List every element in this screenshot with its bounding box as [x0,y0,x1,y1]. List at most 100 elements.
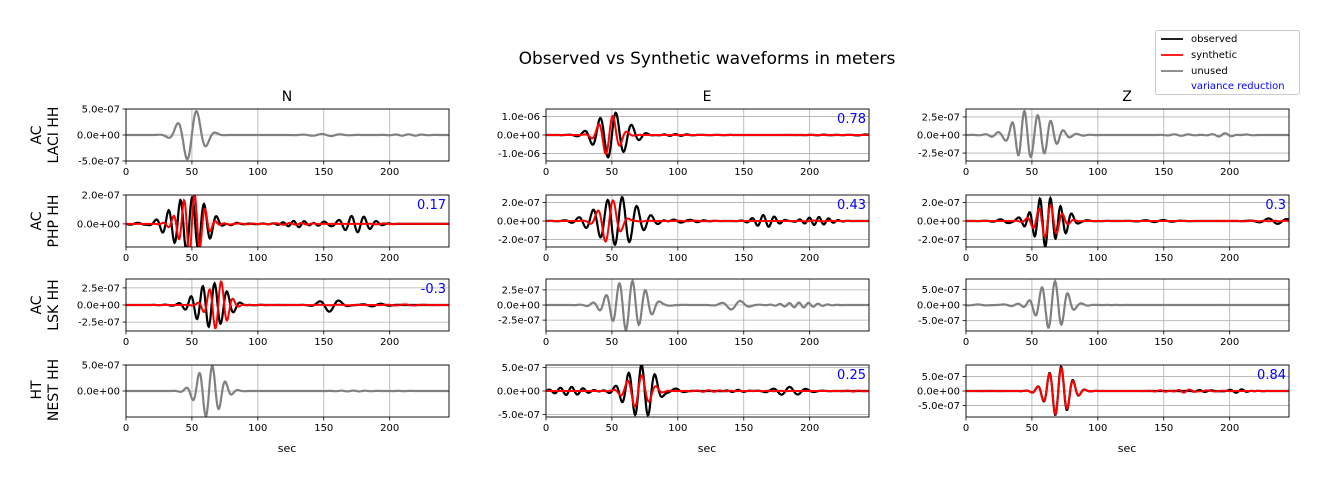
y-tick-label: 2.0e-07 [502,198,540,209]
unused-trace [546,279,869,331]
x-tick-label: 150 [1154,423,1173,434]
legend-label-observed: observed [1191,34,1237,45]
x-tick-label: 150 [314,423,333,434]
x-tick-label: 100 [668,167,687,178]
x-tick-label: 0 [123,337,129,348]
unused-trace [126,110,449,161]
row-label-station-0: LACI HH [46,107,62,164]
y-tick-label: 5.0e-07 [82,361,120,372]
x-tick-label: 100 [248,167,267,178]
x-axis-label-z: sec [1118,442,1137,455]
synthetic-trace [966,204,1289,238]
variance-reduction-label: 0.84 [1257,368,1286,383]
y-tick-label: -5.0e-07 [918,316,960,327]
x-tick-label: 200 [800,167,819,178]
y-tick-label: 0.0e+00 [497,217,540,228]
synthetic-trace [966,367,1289,415]
y-tick-label: 5.0e-07 [922,372,960,383]
x-tick-label: 50 [606,253,619,264]
row-label-station-1: PHP HH [46,195,62,248]
row-label-network-3: HT [29,380,45,400]
x-tick-label: 150 [734,423,753,434]
traces [966,279,1289,329]
column-title-e: E [703,89,712,105]
x-tick-label: 50 [186,337,199,348]
traces [126,280,449,330]
x-tick-label: 50 [606,167,619,178]
x-tick-label: 50 [606,337,619,348]
variance-reduction-label: 0.43 [837,198,866,213]
traces [546,365,869,417]
x-tick-label: 50 [186,253,199,264]
x-tick-label: 0 [543,167,549,178]
panels: 5.0e-070.0e+00-5.0e-070 50 100 150 2001.0e-0… [77,105,1290,434]
variance-reduction-label: 0.3 [1265,198,1286,213]
x-tick-label: 50 [606,423,619,434]
x-tick-label: 50 [1026,253,1039,264]
legend-label-synthetic: synthetic [1191,50,1237,61]
y-tick-label: 1.0e-06 [502,112,540,123]
x-tick-label: 100 [1088,337,1107,348]
legend-label-variance-reduction: variance reduction [1191,81,1285,92]
x-tick-label: 200 [800,337,819,348]
traces [546,195,869,247]
y-tick-label: -2.5e-07 [78,318,120,329]
y-tick-label: -5.0e-07 [78,157,120,168]
x-tick-label: 100 [668,423,687,434]
x-tick-label: 200 [380,337,399,348]
y-tick-label: 0.0e+00 [497,387,540,398]
x-tick-label: 50 [1026,423,1039,434]
panel-0-1: 1.0e-06 0.0e+00 -1.0e-060 50 100 150 200 0.78 [497,108,870,178]
x-tick-label: 200 [1220,167,1239,178]
y-tick-label: 0.0e+00 [917,387,960,398]
panel-3-2: 5.0e-07 0.0e+00 -5.0e-070 50 100 150 200 0.84 [917,364,1290,434]
traces [966,109,1289,159]
y-tick-label: -1.0e-06 [498,149,540,160]
panel-1-1: 2.0e-07 0.0e+00 -2.0e-070 50 100 150 200 0.43 [497,194,870,264]
x-tick-label: 100 [1088,423,1107,434]
x-tick-label: 50 [186,167,199,178]
x-tick-label: 200 [1220,337,1239,348]
x-tick-label: 100 [1088,167,1107,178]
y-tick-label: 0.0e+00 [497,301,540,312]
y-tick-label: 5.0e-07 [922,285,960,296]
traces [126,195,449,247]
synthetic-trace [546,374,869,408]
x-tick-label: 0 [543,337,549,348]
y-tick-label: 0.0e+00 [917,301,960,312]
y-tick-label: 0.0e+00 [77,387,120,398]
x-tick-label: 150 [314,337,333,348]
x-axis-labels: sec sec sec [278,442,1137,455]
x-tick-label: 50 [186,423,199,434]
panel-2-2: 5.0e-07 0.0e+00 -5.0e-070 50 100 150 200 [917,278,1290,348]
row-labels: AC LACI HH AC PHP HH AC LSK HH HT NEST H… [29,107,62,422]
y-tick-label: 0.0e+00 [77,301,120,312]
y-tick-label: 5.0e-07 [82,105,120,116]
y-tick-label: -5.0e-07 [918,401,960,412]
traces [966,195,1289,247]
x-tick-label: 100 [668,253,687,264]
synthetic-trace [126,195,449,247]
y-tick-label: 2.5e-07 [502,285,540,296]
x-tick-label: 200 [1220,423,1239,434]
y-tick-label: 0.0e+00 [77,219,120,230]
synthetic-trace [546,199,869,243]
y-tick-label: 0.0e+00 [497,131,540,142]
unused-trace [966,109,1289,159]
x-tick-label: 150 [734,253,753,264]
column-title-z: Z [1122,89,1132,105]
traces [126,365,449,417]
y-tick-label: 0.0e+00 [917,131,960,142]
panel-0-0: 5.0e-07 0.0e+00 -5.0e-070 50 100 150 200 [77,105,450,178]
legend-frame [1155,30,1300,95]
synthetic-trace [546,115,869,155]
x-tick-label: 150 [1154,337,1173,348]
x-tick-label: 150 [734,167,753,178]
panel-2-0: 2.5e-07 0.0e+00 -2.5e-070 50 100 150 200 -0.3 [77,278,450,348]
y-tick-label: -2.5e-07 [498,316,540,327]
x-tick-label: 0 [963,423,969,434]
x-tick-label: 100 [248,337,267,348]
x-tick-label: 100 [1088,253,1107,264]
unused-trace [966,279,1289,329]
